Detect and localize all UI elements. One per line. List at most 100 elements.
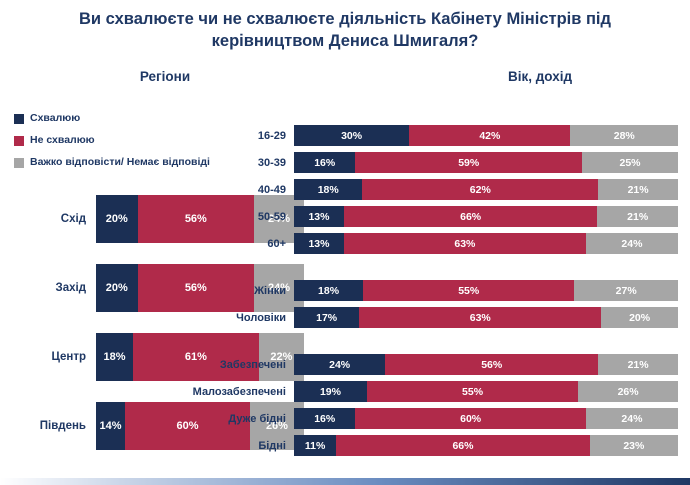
segment-disapprove: 63% <box>343 233 586 254</box>
demo-row: 40-49 18% 62% 21% <box>186 179 678 200</box>
demo-label: Малозабезпечені <box>192 385 286 398</box>
segment-disapprove: 66% <box>336 435 590 456</box>
stacked-bar: 13% 66% 21% <box>294 206 678 227</box>
stacked-bar: 16% 60% 24% <box>294 408 678 429</box>
demo-row: Жінки 18% 55% 27% <box>186 280 678 301</box>
region-label: Південь <box>39 420 86 432</box>
legend-item-approve: Схвалюю <box>14 112 304 125</box>
segment-disapprove: 55% <box>366 381 579 402</box>
stacked-bar: 24% 56% 21% <box>294 354 678 375</box>
demo-row: Малозабезпечені 19% 55% 26% <box>186 381 678 402</box>
segment-approve: 11% <box>294 435 337 456</box>
segment-disapprove: 63% <box>359 307 602 328</box>
stacked-bar: 11% 66% 23% <box>294 435 678 456</box>
segment-disapprove: 59% <box>355 152 582 173</box>
regions-panel-title: Регіони <box>139 68 191 84</box>
segment-approve: 30% <box>294 125 410 146</box>
legend-swatch-disapprove <box>14 135 24 146</box>
stacked-bar: 20% 56% 24% <box>96 195 304 243</box>
legend-label: Важко відповісти/ Немає відповіді <box>30 156 210 168</box>
demo-label: 60+ <box>267 237 286 250</box>
segment-approve: 17% <box>294 307 360 328</box>
demo-group: Жінки 18% 55% 27% Чоловіки 17% 63% 20% <box>186 280 678 328</box>
region-row: Схід 20% 56% 24% <box>8 195 304 243</box>
segment-approve: 13% <box>294 233 344 254</box>
stacked-bar: 18% 62% 21% <box>294 179 678 200</box>
demo-row: Дуже бідні 16% 60% 24% <box>186 408 678 429</box>
demo-row: Забезпечені 24% 56% 21% <box>186 354 678 375</box>
region-row: Захід 20% 56% 24% <box>8 264 304 312</box>
segment-no_answer: 24% <box>585 233 678 254</box>
segment-no_answer: 20% <box>601 307 678 328</box>
segment-no_answer: 24% <box>254 264 304 312</box>
segment-no_answer: 21% <box>597 206 678 227</box>
stacked-bar: 20% 56% 24% <box>96 264 304 312</box>
legend-item-no_answer: Важко відповісти/ Немає відповіді <box>14 156 304 169</box>
demo-label: 50-59 <box>257 210 286 223</box>
legend: Схвалюю Не схвалюю Важко відповісти/ Немає… <box>14 112 304 169</box>
legend-swatch-approve <box>14 113 24 124</box>
segment-approve: 13% <box>294 206 344 227</box>
region-row: Південь 14% 60% 26% <box>8 402 304 450</box>
demo-group: 16-29 30% 42% 28% 30-39 16% 59% 25% 40-49 18% 62% 2… <box>186 125 678 254</box>
demo-row: Чоловіки 17% 63% 20% <box>186 307 678 328</box>
stacked-bar: 30% 42% 28% <box>294 125 678 146</box>
demo-label: Забезпечені <box>219 358 286 371</box>
demo-label: 16-29 <box>257 129 286 142</box>
region-row: Центр 18% 61% 22% <box>8 333 304 381</box>
demo-row: 30-39 16% 59% 25% <box>186 152 678 173</box>
demo-label: Дуже бідні <box>228 412 286 425</box>
stacked-bar: 17% 63% 20% <box>294 307 678 328</box>
segment-approve: 18% <box>96 333 134 381</box>
stacked-bar: 18% 61% 22% <box>96 333 304 381</box>
legend-label: Не схвалюю <box>30 134 95 146</box>
region-label: Захід <box>55 282 87 294</box>
regions-bar-area: Схід 20% 56% 24% Захід 20% 56% 24% Центр 18% 61% 22… <box>8 195 304 450</box>
stacked-bar: 14% 60% 26% <box>96 402 304 450</box>
segment-no_answer: 21% <box>598 354 678 375</box>
segment-no_answer: 27% <box>574 280 678 301</box>
segment-no_answer: 21% <box>598 179 678 200</box>
segment-no_answer: 24% <box>585 408 678 429</box>
segment-approve: 19% <box>294 381 367 402</box>
segment-approve: 16% <box>294 408 356 429</box>
segment-disapprove: 61% <box>133 333 259 381</box>
chart-title: Ви схвалюєте чи не схвалюєте діяльність … <box>78 10 611 50</box>
segment-disapprove: 60% <box>125 402 250 450</box>
demo-label: 30-39 <box>257 156 286 169</box>
demo-label: Жінки <box>254 284 286 297</box>
regions-chart: Схвалюю Не схвалюю Важко відповісти/ Немає… <box>8 104 304 471</box>
age-income-panel-title: Вік, дохід <box>507 68 573 84</box>
demo-row: Бідні 11% 66% 23% <box>186 435 678 456</box>
segment-disapprove: 56% <box>385 354 599 375</box>
segment-no_answer: 28% <box>570 125 678 146</box>
stacked-bar: 16% 59% 25% <box>294 152 678 173</box>
demo-label: Бідні <box>258 439 286 452</box>
segment-approve: 20% <box>96 195 138 243</box>
segment-no_answer: 26% <box>578 381 678 402</box>
legend-swatch-no_answer <box>14 157 24 168</box>
legend-item-disapprove: Не схвалюю <box>14 134 304 147</box>
segment-disapprove: 42% <box>409 125 571 146</box>
stacked-bar: 19% 55% 26% <box>294 381 678 402</box>
footer-accent-bar <box>0 478 690 485</box>
panel-titles-row: Регіони Вік, дохід <box>0 69 690 84</box>
segment-no_answer: 23% <box>589 435 678 456</box>
age-income-chart: 16-29 30% 42% 28% 30-39 16% 59% 25% 40-49 18% 62% 2… <box>186 125 678 482</box>
segment-no_answer: 25% <box>582 152 678 173</box>
segment-disapprove: 60% <box>355 408 586 429</box>
segment-approve: 16% <box>294 152 356 173</box>
segment-approve: 18% <box>294 179 363 200</box>
segment-approve: 24% <box>294 354 386 375</box>
segment-approve: 20% <box>96 264 138 312</box>
legend-label: Схвалюю <box>30 112 81 124</box>
segment-disapprove: 62% <box>362 179 599 200</box>
segment-approve: 14% <box>96 402 126 450</box>
demo-row: 60+ 13% 63% 24% <box>186 233 678 254</box>
segment-disapprove: 56% <box>137 195 255 243</box>
demo-label: Чоловіки <box>236 311 286 324</box>
region-label: Схід <box>60 213 86 225</box>
demo-row: 50-59 13% 66% 21% <box>186 206 678 227</box>
stacked-bar: 18% 55% 27% <box>294 280 678 301</box>
